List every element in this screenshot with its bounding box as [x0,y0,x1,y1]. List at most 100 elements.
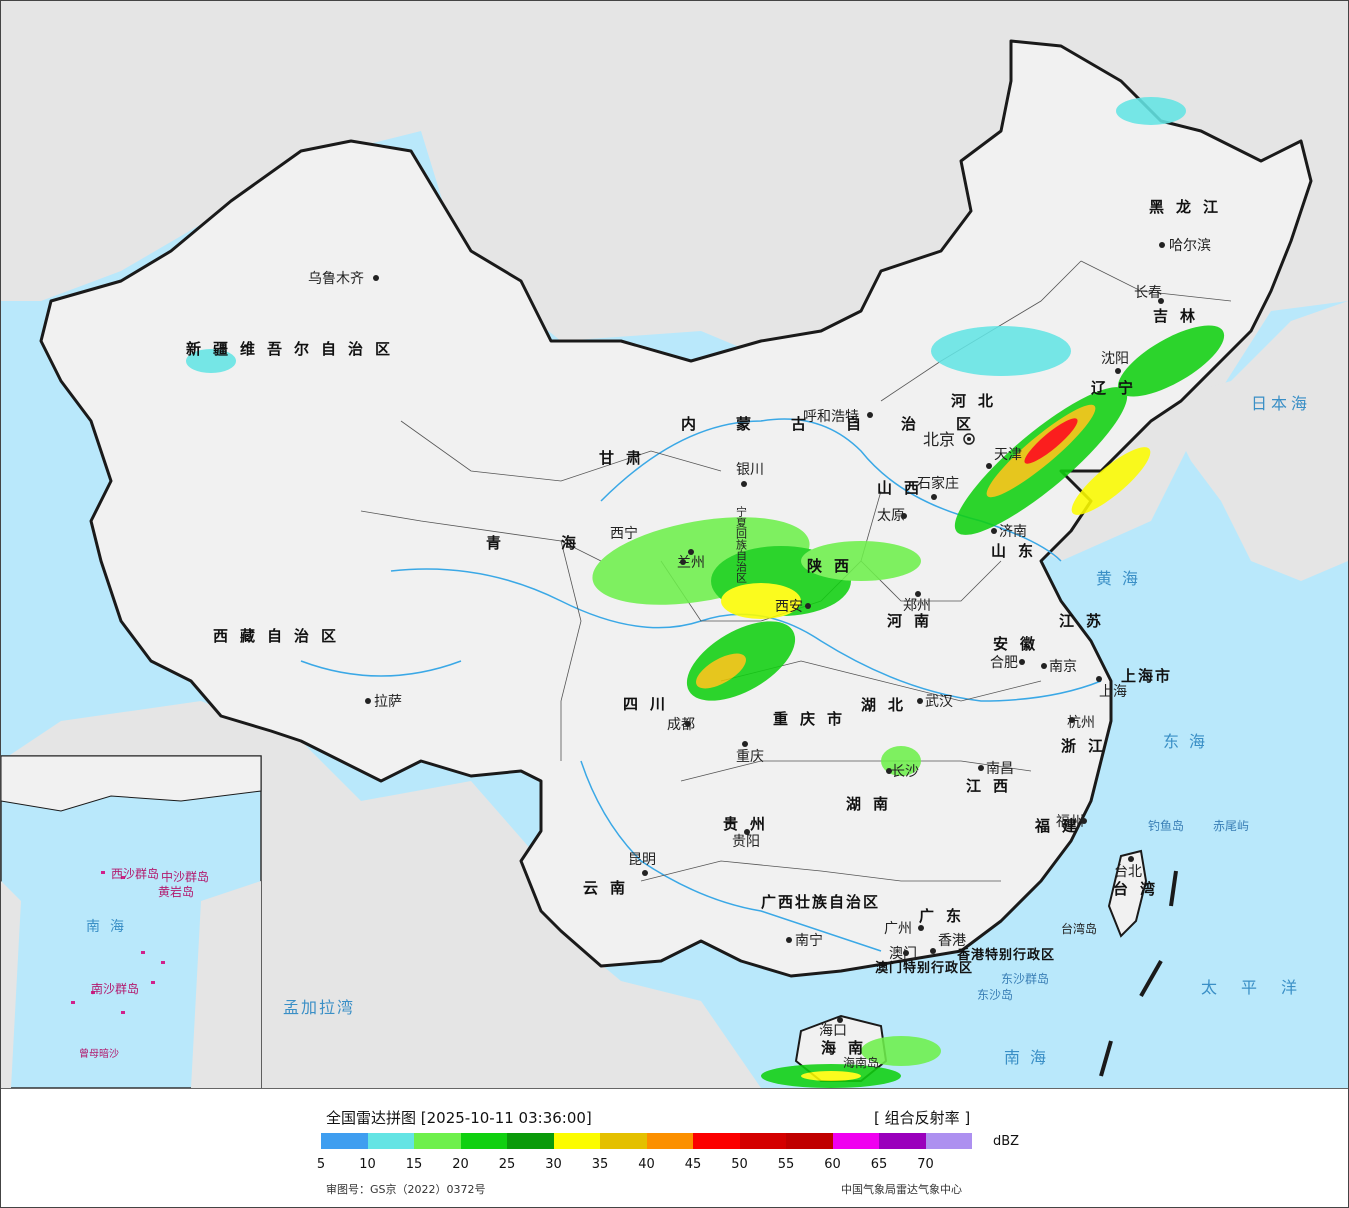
scale-tick: 40 [638,1157,655,1172]
city-macau: 澳门 [889,946,917,962]
scale-swatch [832,1133,879,1149]
city-nanning: 南宁 [795,932,823,949]
city-hangzhou: 杭州 [1067,715,1095,731]
inset-xisha: 西沙群岛 [111,866,159,881]
city-chengdu: 成都 [667,717,695,733]
region-ningxia: 宁夏回族自治区 [735,505,748,583]
scale-tick: 55 [777,1157,795,1172]
city-shanghai: 上海 [1099,684,1127,700]
region-jiangxi: 江西 [966,777,1020,795]
region-guangdong: 广东 [919,907,973,925]
city-shijiazhuang: 石家庄 [917,475,959,492]
sea-donghai: 东海 [1163,732,1215,751]
island-dongsha: 东沙岛 [977,987,1013,1002]
city-xian: 西安 [775,599,803,615]
city-shenyang: 沈阳 [1101,351,1129,367]
region-shanxi: 山西 [877,479,931,497]
sea-huanghai: 黄海 [1096,569,1148,588]
scale-swatch [321,1133,368,1149]
inset-zhongsha: 中沙群岛 [161,869,209,884]
city-fuzhou: 福州 [1056,814,1084,830]
region-shanghai: 上海市 [1121,667,1172,685]
scale-swatch [925,1133,972,1149]
scale-swatch [786,1133,833,1149]
scale-tick: 35 [591,1157,609,1172]
region-jilin: 吉林 [1153,307,1207,325]
region-hainan-island: 海南岛 [843,1055,879,1070]
scale-swatch [414,1133,461,1149]
region-gansu: 甘肃 [599,449,653,467]
inset-zengmu: 曾母暗沙 [79,1047,119,1060]
taiwan-island [1107,849,1148,938]
scale-swatch [600,1133,647,1149]
city-changchun: 长春 [1134,285,1162,301]
region-qinghai: 青海 [486,534,636,552]
region-guangxi: 广西壮族自治区 [761,893,880,911]
radar-echoes [31,97,1225,1088]
city-beijing: 北京 [923,430,955,449]
inset-nanhai: 南海 [86,919,134,935]
city-taiyuan: 太原 [877,508,905,524]
legend-title: 全国雷达拼图 [2025-10-11 03:36:00] [326,1109,592,1127]
region-macau-sar: 澳门特别行政区 [875,960,973,976]
city-nanchang: 南昌 [986,761,1014,777]
sea-mengjiala: 孟加拉湾 [283,998,355,1017]
scale-tick: 45 [684,1157,702,1172]
city-guiyang: 贵阳 [732,834,760,850]
scale-swatch [367,1133,414,1149]
city-hongkong: 香港 [938,933,966,949]
scale-tick: 30 [545,1157,562,1172]
sea-riben: 日本海 [1251,394,1311,413]
scale-tick: 65 [870,1157,888,1172]
inset-huangyan: 黄岩岛 [158,884,194,899]
city-nanjing: 南京 [1049,659,1077,675]
scale-tick: 20 [452,1157,469,1172]
scale-swatch [693,1133,740,1149]
island-diaoyu: 钓鱼岛 [1148,818,1184,833]
city-dots [365,242,1165,1023]
region-xizang: 西藏自治区 [213,627,348,645]
city-chongqing: 重庆 [736,749,764,765]
inset-scs: 西沙群岛 中沙群岛 黄岩岛 南沙群岛 曾母暗沙 南海 [1,755,262,1088]
scale-swatch [739,1133,786,1149]
sea-nanhai: 南海 [1004,1048,1056,1067]
scale-tick: 25 [498,1157,516,1172]
scale-swatch [507,1133,554,1149]
city-xining: 西宁 [610,525,638,542]
city-harbin: 哈尔滨 [1169,238,1211,254]
legend-panel: 全国雷达拼图 [2025-10-11 03:36:00] [ 组合反射率 ] 5… [1,1088,1348,1207]
city-tianjin: 天津 [994,447,1022,463]
region-taiwan-island: 台湾岛 [1061,921,1097,936]
city-yinchuan: 银川 [736,462,764,478]
scale-tick: 50 [731,1157,748,1172]
city-zhengzhou: 郑州 [903,598,931,614]
region-shandong: 山东 [991,542,1045,560]
scale-tick: 15 [405,1157,423,1172]
region-hk-sar: 香港特别行政区 [956,947,1055,963]
region-taiwan: 台湾 [1113,880,1167,898]
region-hainan: 海南 [821,1039,875,1057]
region-shaanxi: 陕西 [807,557,861,575]
region-henan: 河南 [887,612,941,630]
region-zhejiang: 浙江 [1061,737,1115,755]
scale-swatch [460,1133,507,1149]
city-guangzhou: 广州 [884,921,912,937]
scale-tick: 10 [359,1157,376,1172]
maritime-boundary [1099,870,1178,1077]
region-yunnan: 云南 [583,879,637,897]
sea-taipingyang: 太平洋 [1201,978,1321,997]
inset-nansha: 南沙群岛 [91,981,139,996]
china-landmass [39,39,1313,978]
region-chongqing: 重庆市 [773,710,854,728]
region-liaoning: 辽宁 [1091,379,1145,397]
region-neimenggu: 内蒙古自治区 [681,415,1011,433]
scale-unit: dBZ [993,1134,1020,1149]
region-jiangsu: 江苏 [1059,612,1113,630]
city-kunming: 昆明 [628,852,656,868]
region-sichuan: 四川 [623,695,677,713]
region-anhui: 安徽 [993,635,1047,653]
city-hefei: 合肥 [990,655,1018,671]
japan-korea [1161,301,1348,581]
region-fujian: 福建 [1034,817,1089,835]
